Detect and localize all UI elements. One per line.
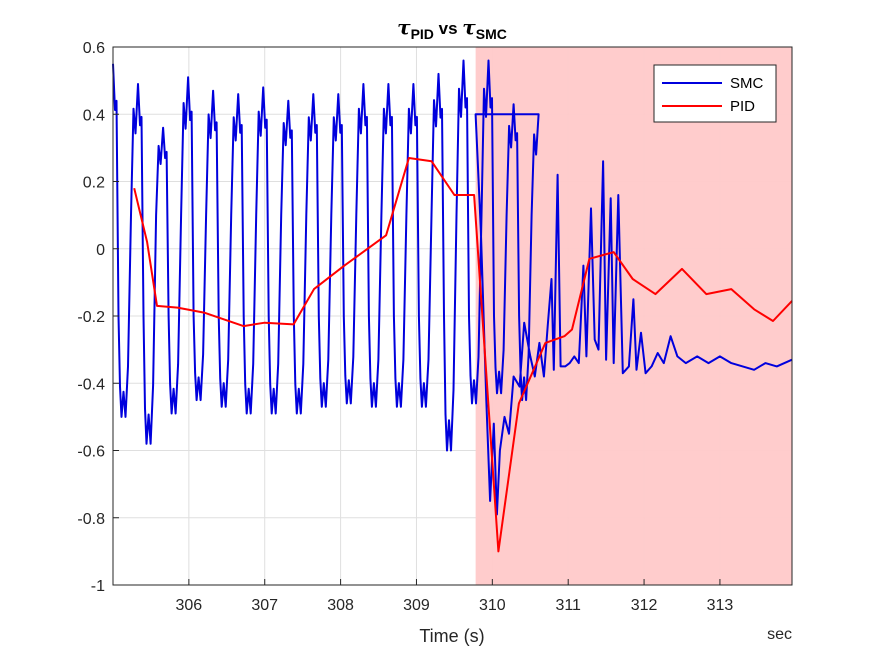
x-tick-labels: 306 307 308 309 310 311 312 313 — [176, 579, 734, 614]
legend-box — [653, 64, 777, 123]
y-tick-label: -0.2 — [77, 309, 105, 326]
y-tick-label: 0 — [96, 242, 105, 259]
x-tick-label: 312 — [631, 597, 658, 614]
legend: SMC PID — [653, 64, 777, 123]
y-tick-label: 0.2 — [83, 175, 105, 192]
legend-label-smc: SMC — [730, 75, 764, 92]
series-pid — [133, 157, 793, 553]
x-tick-label: 311 — [555, 597, 581, 614]
x-tick-label: 307 — [251, 597, 278, 614]
x-tick-label: 313 — [707, 597, 734, 614]
y-tick-labels: 0.6 0.4 0.2 0 -0.2 -0.4 -0.6 -0.8 -1 — [77, 40, 119, 595]
chart-title: τPID vs τSMC — [397, 15, 507, 42]
y-tick-label: -0.4 — [77, 376, 105, 393]
series-smc — [112, 59, 793, 516]
y-tick-label: -0.6 — [77, 444, 105, 461]
x-unit-note: sec — [767, 626, 792, 643]
x-tick-label: 310 — [479, 597, 506, 614]
y-tick-label: 0.6 — [83, 40, 105, 57]
smc-line — [112, 59, 793, 516]
legend-label-pid: PID — [730, 98, 755, 115]
y-tick-label: -0.8 — [77, 511, 105, 528]
x-tick-label: 308 — [327, 597, 354, 614]
x-axis-label: Time (s) — [419, 626, 484, 646]
pid-line — [133, 157, 793, 553]
y-tick-label: 0.4 — [83, 107, 105, 124]
x-tick-label: 309 — [403, 597, 430, 614]
y-tick-label: -1 — [91, 578, 105, 595]
x-tick-label: 306 — [176, 597, 203, 614]
